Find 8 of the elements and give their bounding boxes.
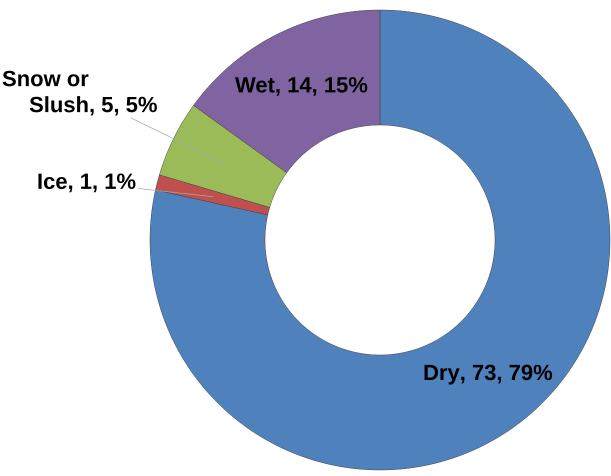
data-label: , 73, 79%: [461, 364, 552, 384]
data-label: , 5, 5%: [90, 96, 157, 116]
slice-label: Wet: [235, 77, 275, 93]
data-label: , 1, 1%: [69, 174, 136, 192]
slice-label: Dry: [424, 364, 460, 385]
slice-label: Ice: [38, 174, 67, 190]
slice-label: Snow or Slush: [2, 70, 88, 112]
data-label: , 14, 15%: [276, 77, 368, 96]
